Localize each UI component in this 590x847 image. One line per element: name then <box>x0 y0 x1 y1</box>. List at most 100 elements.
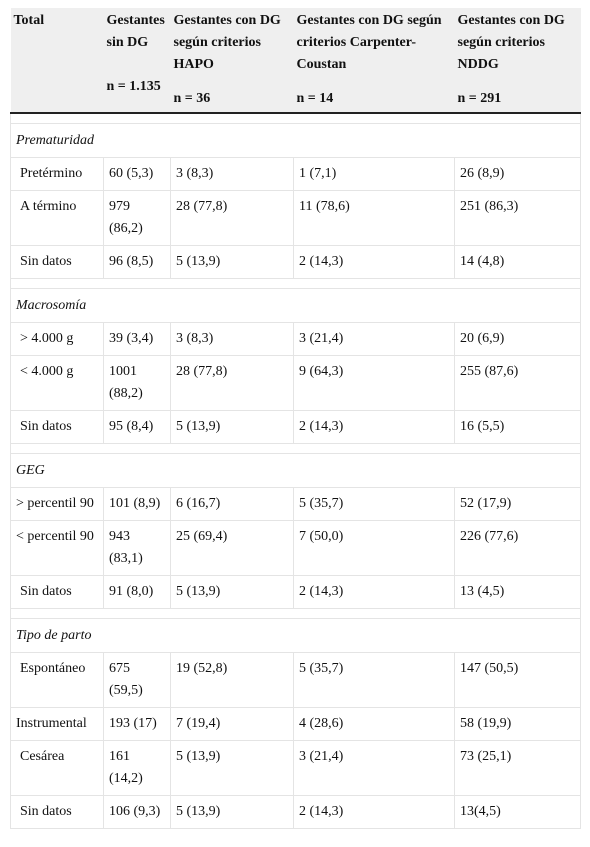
table-cell: 101 (8,9) <box>103 487 171 521</box>
row-label: Sin datos <box>10 795 104 829</box>
table-row: Espontáneo 675 (59,5) 19 (52,8) 5 (35,7) 147… <box>10 652 581 708</box>
table-row: > 4.000 g 39 (3,4) 3 (8,3) 3 (21,4) 20 (6,9) <box>10 322 581 356</box>
table-cell: 73 (25,1) <box>454 740 581 796</box>
table-cell: 979 (86,2) <box>103 190 171 246</box>
table-cell: 60 (5,3) <box>103 157 171 191</box>
section-title: Macrosomía <box>10 288 581 323</box>
header-carpenter-coustan-n: n = 14 <box>296 91 334 106</box>
table-cell: 28 (77,8) <box>170 355 294 411</box>
table-cell: 91 (8,0) <box>103 575 171 609</box>
results-table-container: Total Gestantes sin DG n = 1.135 Gestant… <box>10 8 581 829</box>
section-header-row: Macrosomía <box>10 288 581 323</box>
header-hapo-title: Gestantes con DG según criterios HAPO <box>173 13 281 72</box>
header-total-title: Total <box>13 13 45 28</box>
table-cell: 5 (13,9) <box>170 410 294 444</box>
table-cell: 16 (5,5) <box>454 410 581 444</box>
row-label: Sin datos <box>10 245 104 279</box>
section-header-row: Tipo de parto <box>10 618 581 653</box>
row-label: Sin datos <box>10 575 104 609</box>
table-cell: 52 (17,9) <box>454 487 581 521</box>
table-cell: 3 (21,4) <box>293 740 455 796</box>
section-title: GEG <box>10 453 581 488</box>
section-header-row: GEG <box>10 453 581 488</box>
table-cell: 2 (14,3) <box>293 795 455 829</box>
table-header: Total Gestantes sin DG n = 1.135 Gestant… <box>10 8 581 114</box>
table-cell: 193 (17) <box>103 707 171 741</box>
spacer-cell <box>10 443 581 454</box>
table-row: < percentil 90 943 (83,1) 25 (69,4) 7 (50,0… <box>10 520 581 576</box>
table-cell: 226 (77,6) <box>454 520 581 576</box>
section-header-row: Prematuridad <box>10 123 581 158</box>
table-cell: 11 (78,6) <box>293 190 455 246</box>
header-carpenter-coustan: Gestantes con DG según criterios Carpent… <box>293 8 455 114</box>
table-cell: 95 (8,4) <box>103 410 171 444</box>
header-nddg: Gestantes con DG según criterios NDDG n … <box>454 8 581 114</box>
header-hapo-n: n = 36 <box>173 91 211 106</box>
table-cell: 20 (6,9) <box>454 322 581 356</box>
header-carpenter-coustan-title: Gestantes con DG según criterios Carpent… <box>296 13 442 72</box>
results-table: Total Gestantes sin DG n = 1.135 Gestant… <box>10 8 581 829</box>
table-cell: 13(4,5) <box>454 795 581 829</box>
table-cell: 14 (4,8) <box>454 245 581 279</box>
table-cell: 39 (3,4) <box>103 322 171 356</box>
table-cell: 147 (50,5) <box>454 652 581 708</box>
row-label: Instrumental <box>10 707 104 741</box>
row-label: Pretérmino <box>10 157 104 191</box>
table-cell: 3 (8,3) <box>170 322 294 356</box>
section-spacer <box>10 113 581 124</box>
header-sin-dg-n: n = 1.135 <box>106 79 161 94</box>
table-cell: 19 (52,8) <box>170 652 294 708</box>
table-cell: 1 (7,1) <box>293 157 455 191</box>
header-nddg-n: n = 291 <box>457 91 502 106</box>
table-cell: 96 (8,5) <box>103 245 171 279</box>
header-total: Total <box>10 8 104 114</box>
table-cell: 5 (35,7) <box>293 487 455 521</box>
section-title: Prematuridad <box>10 123 581 158</box>
table-cell: 58 (19,9) <box>454 707 581 741</box>
table-cell: 5 (13,9) <box>170 575 294 609</box>
table-cell: 1001 (88,2) <box>103 355 171 411</box>
table-row: Sin datos 106 (9,3) 5 (13,9) 2 (14,3) 13(4,5… <box>10 795 581 829</box>
table-cell: 2 (14,3) <box>293 410 455 444</box>
row-label: Cesárea <box>10 740 104 796</box>
row-label: < percentil 90 <box>10 520 104 576</box>
row-label: < 4.000 g <box>10 355 104 411</box>
table-row: Sin datos 95 (8,4) 5 (13,9) 2 (14,3) 16 (5,5… <box>10 410 581 444</box>
table-cell: 3 (8,3) <box>170 157 294 191</box>
table-cell: 106 (9,3) <box>103 795 171 829</box>
table-row: Sin datos 91 (8,0) 5 (13,9) 2 (14,3) 13 (4,5… <box>10 575 581 609</box>
section-spacer <box>10 608 581 619</box>
table-row: A término 979 (86,2) 28 (77,8) 11 (78,6) 251… <box>10 190 581 246</box>
table-row: Sin datos 96 (8,5) 5 (13,9) 2 (14,3) 14 (4,8… <box>10 245 581 279</box>
table-cell: 161 (14,2) <box>103 740 171 796</box>
table-cell: 251 (86,3) <box>454 190 581 246</box>
spacer-cell <box>10 278 581 289</box>
row-label: > percentil 90 <box>10 487 104 521</box>
table-cell: 2 (14,3) <box>293 575 455 609</box>
table-cell: 6 (16,7) <box>170 487 294 521</box>
section-spacer <box>10 443 581 454</box>
table-body: Prematuridad Pretérmino 60 (5,3) 3 (8,3) 1 (… <box>10 113 581 829</box>
table-cell: 2 (14,3) <box>293 245 455 279</box>
header-nddg-title: Gestantes con DG según criterios NDDG <box>457 13 565 72</box>
table-cell: 5 (13,9) <box>170 245 294 279</box>
table-cell: 5 (13,9) <box>170 795 294 829</box>
table-cell: 255 (87,6) <box>454 355 581 411</box>
table-row: < 4.000 g 1001 (88,2) 28 (77,8) 9 (64,3) 255… <box>10 355 581 411</box>
table-cell: 9 (64,3) <box>293 355 455 411</box>
table-row: Pretérmino 60 (5,3) 3 (8,3) 1 (7,1) 26 (8,9) <box>10 157 581 191</box>
header-sin-dg-title: Gestantes sin DG <box>106 13 165 50</box>
table-cell: 4 (28,6) <box>293 707 455 741</box>
table-cell: 3 (21,4) <box>293 322 455 356</box>
table-cell: 5 (13,9) <box>170 740 294 796</box>
table-cell: 13 (4,5) <box>454 575 581 609</box>
table-cell: 26 (8,9) <box>454 157 581 191</box>
header-sin-dg: Gestantes sin DG n = 1.135 <box>103 8 171 114</box>
table-cell: 943 (83,1) <box>103 520 171 576</box>
header-hapo: Gestantes con DG según criterios HAPO n … <box>170 8 294 114</box>
section-spacer <box>10 278 581 289</box>
table-cell: 25 (69,4) <box>170 520 294 576</box>
table-cell: 7 (50,0) <box>293 520 455 576</box>
spacer-cell <box>10 608 581 619</box>
table-row: > percentil 90 101 (8,9) 6 (16,7) 5 (35,7) 5… <box>10 487 581 521</box>
